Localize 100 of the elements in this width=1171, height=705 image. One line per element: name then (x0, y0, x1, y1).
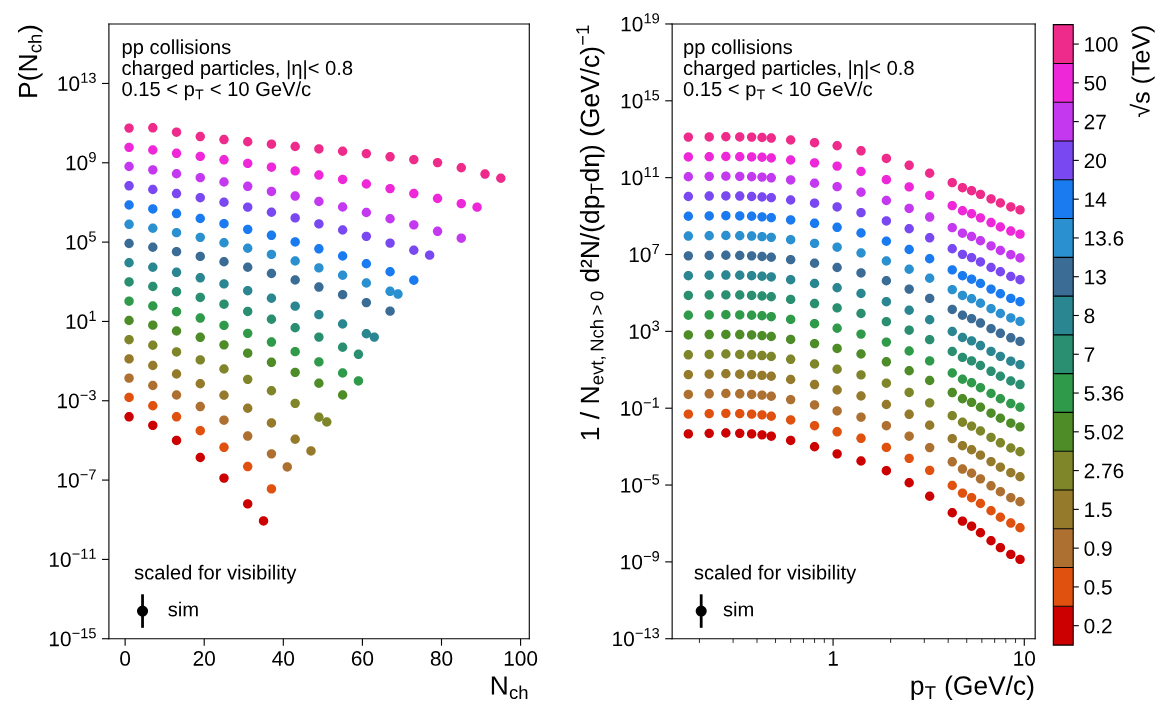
point (124, 315, 134, 326)
point (290, 301, 300, 311)
point (195, 313, 205, 323)
point (456, 198, 466, 209)
point (243, 328, 253, 339)
point (148, 204, 158, 214)
point (266, 357, 277, 368)
point (266, 314, 277, 324)
point (361, 231, 372, 242)
point (171, 326, 182, 336)
y-tick-label: 10$^{7}$ (629, 243, 660, 263)
point (282, 462, 292, 472)
point (148, 340, 158, 350)
point (195, 172, 205, 183)
y-tick-label: 10$^{3}$ (629, 320, 660, 339)
point (171, 267, 182, 278)
point (409, 220, 419, 230)
point (243, 403, 253, 413)
point (314, 263, 324, 273)
point (171, 306, 182, 317)
point (171, 127, 182, 137)
point (337, 251, 348, 261)
point (243, 499, 253, 509)
y-tick-label: 10$^{1}$ (66, 310, 96, 330)
point (290, 191, 300, 201)
point (361, 148, 372, 159)
point (148, 301, 158, 311)
point (219, 364, 229, 374)
point (266, 386, 277, 396)
point (361, 329, 372, 339)
y-tick-label: 10$^{−11}$ (49, 548, 96, 568)
legend-label: 5.36 (1084, 386, 1124, 401)
x-tick-label: 80 (430, 651, 453, 666)
point (148, 262, 158, 272)
point (195, 332, 205, 343)
point (219, 442, 229, 453)
point (171, 246, 182, 257)
point (314, 332, 324, 342)
point (195, 355, 205, 365)
point (243, 202, 253, 212)
point (480, 169, 490, 179)
point (171, 390, 182, 400)
point (124, 334, 134, 345)
point (148, 123, 158, 133)
point (337, 202, 348, 212)
point (361, 297, 372, 308)
point (148, 360, 158, 371)
legend-label: 20 (1084, 153, 1106, 169)
point (409, 245, 419, 255)
point (148, 145, 158, 155)
color-bar-title: √s (TeV) (1129, 26, 1155, 117)
point (393, 289, 403, 299)
legend-label: 50 (1084, 75, 1106, 91)
point (456, 233, 466, 243)
point (337, 390, 348, 400)
point (219, 299, 229, 309)
point (171, 412, 182, 422)
point (243, 431, 253, 441)
x-tick-label: 1 (828, 651, 838, 666)
point (290, 213, 300, 223)
point (337, 368, 348, 378)
point (337, 289, 348, 300)
y-tick-label: 10$^{−3}$ (58, 389, 96, 409)
point (195, 192, 205, 203)
point (124, 200, 134, 210)
legend-label: 8 (1084, 308, 1095, 324)
point (195, 251, 205, 262)
y-tick-label: 10$^{−13}$ (613, 627, 660, 647)
point (290, 346, 300, 357)
point (266, 337, 277, 347)
point (266, 484, 277, 494)
point (195, 425, 205, 436)
point (456, 163, 466, 173)
point (266, 162, 277, 172)
point (290, 237, 300, 247)
point (337, 319, 348, 329)
point (409, 154, 419, 165)
point (148, 184, 158, 195)
y-axis-title: 1 / N$_{evt,Nch>0}$ d²N/(dp$_{T}$dη) (GeV/c)$^{−1}$ (576, 25, 606, 440)
point (124, 373, 134, 383)
point (124, 277, 134, 287)
point (124, 354, 134, 364)
point (124, 392, 134, 403)
point (124, 238, 134, 249)
point (266, 449, 277, 459)
y-tick-label: 10$^{9}$ (66, 152, 96, 171)
point (219, 473, 229, 483)
point (266, 139, 277, 149)
point (314, 282, 324, 292)
point (266, 186, 277, 197)
point (290, 398, 300, 409)
point (361, 207, 372, 218)
y-tick-label: 10$^{5}$ (66, 231, 96, 250)
point (353, 349, 364, 360)
point (314, 144, 324, 154)
point (243, 224, 253, 235)
point (171, 148, 182, 159)
annotation: pp collisions charged particles, |η|< 0.8 0.15 < p$_{T}$ < 10 GeV/c (683, 39, 914, 101)
point (369, 332, 379, 342)
point (124, 161, 134, 172)
